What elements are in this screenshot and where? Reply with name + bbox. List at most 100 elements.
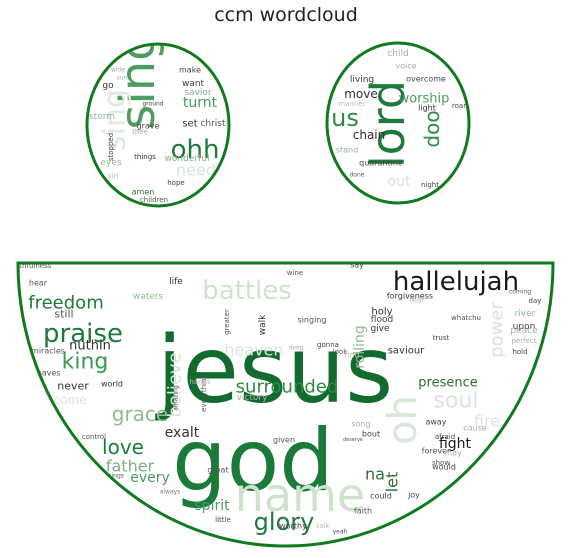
word-mouth-hallelujah: hallelujah (393, 267, 519, 297)
word-mouth-flood: flood (371, 315, 393, 325)
word-mouth-saviour: saviour (388, 346, 425, 357)
word-left-set: set (182, 119, 197, 130)
word-mouth-love: love (102, 435, 144, 459)
word-mouth-deserve: deserve (343, 437, 363, 443)
word-mouth-give: give (370, 324, 390, 334)
word-mouth-great: great (207, 466, 228, 475)
word-mouth-battles: battles (202, 276, 292, 306)
word-mouth-praise: praise (43, 319, 123, 349)
word-left-wide: wide (111, 67, 125, 74)
right-eye-outline (325, 41, 471, 205)
word-mouth-jesus: jesus (155, 317, 393, 424)
word-mouth-river: river (515, 309, 536, 319)
word-right-manner: manner (338, 100, 365, 108)
word-mouth-holy: holy (371, 307, 392, 318)
word-mouth-life: life (169, 277, 183, 287)
word-mouth-show: show (432, 459, 450, 467)
word-mouth-could: could (370, 492, 392, 501)
word-mouth-given: given (273, 436, 295, 445)
word-right-light: light (418, 104, 436, 113)
word-mouth-fight: fight (439, 436, 472, 452)
word-mouth-amazing: amazing (173, 385, 180, 411)
word-mouth-worthy: worthy (279, 522, 307, 531)
chart-title: ccm wordcloud (214, 4, 358, 26)
word-mouth-fire: fire (474, 412, 500, 431)
word-mouth-victory: victory (237, 393, 269, 403)
word-left-go: go (102, 81, 114, 91)
word-mouth-deep: deep (289, 345, 304, 352)
word-right-lift: lift (470, 127, 486, 145)
word-mouth-gonna: gonna (317, 341, 339, 349)
word-mouth-believe: believe (165, 352, 186, 417)
word-mouth-world: world (101, 380, 123, 389)
word-mouth-hold: hold (512, 348, 527, 356)
word-mouth-upon: upon (513, 322, 536, 332)
word-mouth-nuthin: nuthin (69, 339, 111, 354)
word-mouth-greater: greater (223, 309, 231, 335)
word-left-sin: sin (107, 172, 118, 181)
word-mouth-afraid: afraid (435, 433, 455, 441)
word-left-thee: thee (132, 128, 148, 136)
word-left-make: make (179, 66, 201, 75)
word-right-lord: lord (361, 80, 415, 168)
word-mouth-rolling: rolling (352, 325, 368, 368)
word-right-child: child (387, 49, 408, 59)
word-left-need: need (176, 161, 216, 180)
word-mouth-perfect: perfect (512, 337, 537, 345)
word-mouth-saves: saves (38, 369, 61, 378)
word-right-living: living (350, 75, 374, 85)
word-right-doo: doo (420, 110, 444, 147)
word-mouth-let: let (383, 472, 402, 493)
word-mouth-waters: waters (133, 292, 164, 302)
word-mouth-power: power (487, 302, 508, 358)
word-mouth-faithfulness: faithfulness (11, 262, 52, 270)
word-mouth-say: say (350, 261, 364, 270)
word-mouth-look: look (333, 348, 349, 356)
word-left-turnt: turnt (183, 95, 218, 111)
word-mouth-would: would (432, 463, 456, 472)
word-mouth-forgiveness: forgiveness (387, 292, 433, 301)
word-mouth-king: king (62, 350, 109, 375)
word-mouth-grace: grace (112, 402, 168, 426)
word-left-things: things (134, 153, 156, 161)
word-mouth-come: come (53, 393, 86, 407)
word-mouth-yeah: yeah (333, 529, 348, 536)
word-mouth-everything: everything (200, 374, 208, 412)
word-right-overcome: overcome (406, 75, 446, 84)
word-left-eyes: eyes (100, 158, 121, 168)
word-mouth-hear: hear (29, 279, 48, 288)
word-mouth-bout: bout (362, 430, 380, 439)
word-mouth-wine: wine (287, 269, 303, 277)
word-mouth-faith: faith (354, 507, 372, 516)
word-mouth-freedom: freedom (28, 293, 103, 314)
word-left-savior: savior (184, 88, 212, 98)
word-mouth-oh: oh (380, 395, 426, 445)
word-mouth-trust: trust (433, 334, 450, 342)
word-left-amen: amen (132, 188, 155, 197)
word-left-hope: hope (167, 179, 184, 187)
word-mouth-miracles: miracles (31, 347, 65, 356)
word-mouth-forever: forever (422, 447, 451, 456)
word-left-grave: grave (137, 122, 160, 131)
word-mouth-always: always (160, 489, 181, 496)
word-right-move: move (344, 87, 378, 101)
word-mouth-louder: louder (20, 413, 46, 422)
word-left-storm: storm (89, 112, 115, 122)
word-left-children: children (140, 196, 168, 204)
word-mouth-surrounded: surrounded (236, 377, 339, 398)
word-mouth-heaven: heaven (224, 341, 283, 360)
left-eye-outline (85, 42, 231, 208)
word-left-ohh: ohh (171, 135, 220, 165)
word-mouth-god: god (172, 411, 334, 511)
word-mouth-peace: peace (510, 326, 538, 336)
word-left-want: want (182, 79, 205, 89)
word-right-us: us (331, 104, 359, 132)
word-mouth-name: name (235, 468, 365, 522)
word-mouth-exalt: exalt (165, 425, 200, 441)
word-mouth-na: na (365, 465, 385, 484)
word-right-roar: roar (452, 102, 466, 110)
mouth-outline (16, 261, 555, 548)
